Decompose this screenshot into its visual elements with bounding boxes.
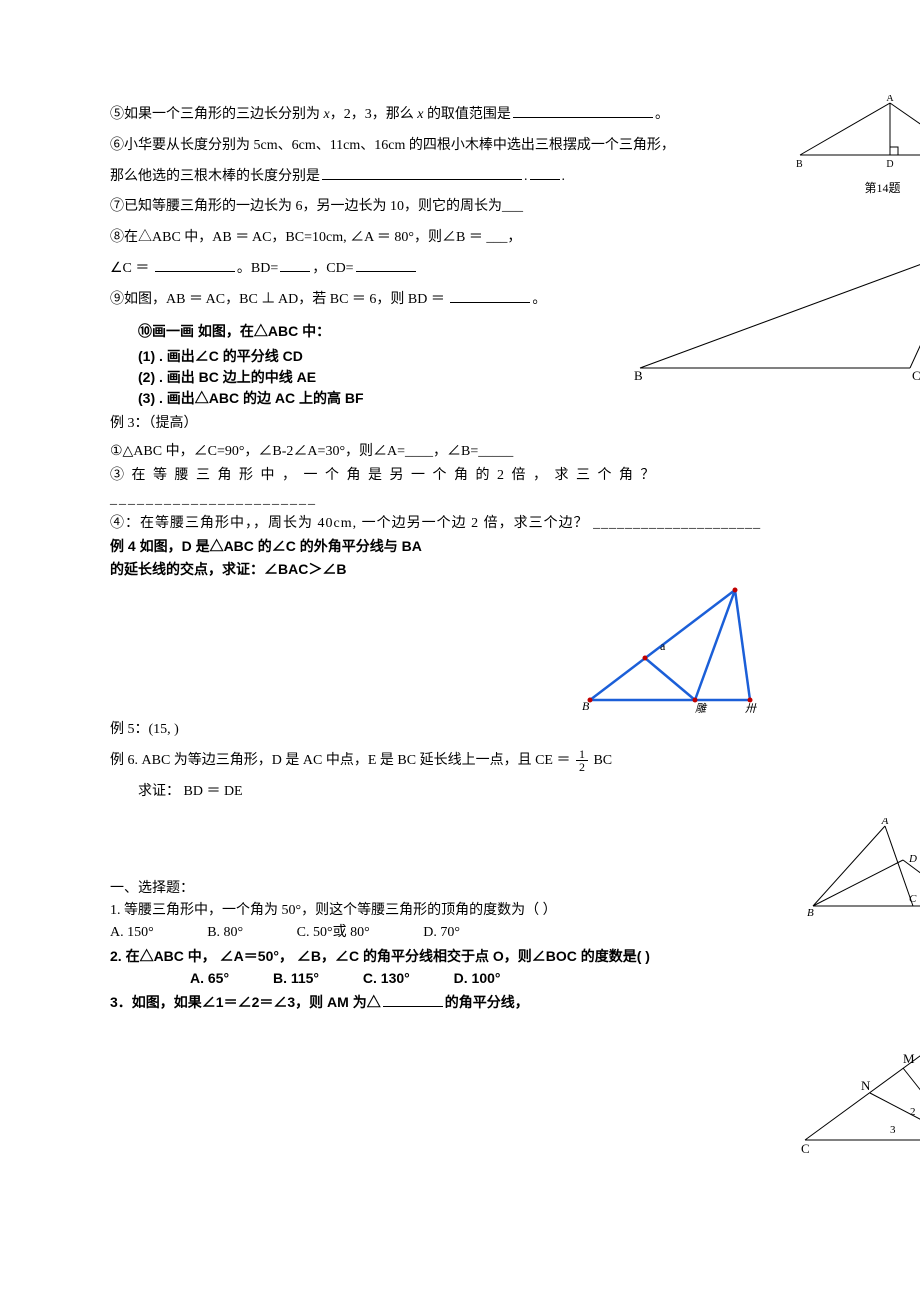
text: BC xyxy=(593,753,612,768)
opt-d: D. 100° xyxy=(454,967,501,989)
svg-text:C: C xyxy=(801,1141,810,1155)
svg-text:a: a xyxy=(660,639,666,653)
item-10-title: ⑩画一画 如图，在△ABC 中： xyxy=(110,316,810,347)
blank xyxy=(322,165,522,180)
triangle-bdce-icon: A D B C E xyxy=(805,818,920,918)
figure-angles: B M N C A 1 2 3 xyxy=(795,1035,920,1155)
text: ∠C ＝ xyxy=(110,261,153,276)
opt-c: C. 50°或 80° xyxy=(297,922,370,944)
frac-den: 2 xyxy=(576,761,588,773)
q1-options: A. 150° B. 80° C. 50°或 80° D. 70° xyxy=(110,922,810,944)
opt-c: C. 130° xyxy=(363,967,410,989)
svg-text:3: 3 xyxy=(890,1124,896,1136)
ex3-q4: ④：在等腰三角形中，，周长为 40cm, 一个边另一个边 2 倍，求三个边？ _… xyxy=(110,512,810,536)
opt-a: A. 65° xyxy=(190,967,229,989)
svg-text:C: C xyxy=(909,893,917,905)
blank xyxy=(280,257,310,272)
q2-options: A. 65° B. 115° C. 130° D. 100° xyxy=(110,967,810,989)
figure-blue-wrap: a B 雕 卅 xyxy=(110,580,810,715)
section-heading: 一、选择题： xyxy=(110,878,810,900)
item-10-sub2: (2) . 画出 BC 边上的中线 AE xyxy=(110,367,810,388)
blank xyxy=(155,257,235,272)
text: 的取值范围是 xyxy=(423,107,511,122)
ex4-l2: 的延长线的交点，求证：∠BAC＞∠B xyxy=(110,558,810,580)
q3: 3．如图，如果∠1＝∠2＝∠3，则 AM 为△ 的角平分线， xyxy=(110,989,810,1016)
blank xyxy=(450,288,530,303)
text: ，2，3，那么 xyxy=(330,107,418,122)
svg-text:C: C xyxy=(912,368,920,383)
text: ⑥小华要从长度分别为 5cm、6cm、11cm、16cm 的四根小木棒中选出三根… xyxy=(110,138,675,153)
svg-text:A: A xyxy=(881,818,889,827)
text: 3．如图，如果∠1＝∠2＝∠3，则 AM 为△ xyxy=(110,994,381,1010)
q1-stem: 1. 等腰三角形中，一个角为 50°，则这个等腰三角形的顶角的度数为（ ） xyxy=(110,900,810,922)
svg-text:D: D xyxy=(908,853,917,865)
ex4-l1: 例 4 如图，D 是△ABC 的∠C 的外角平分线与 BA xyxy=(110,535,810,557)
fraction-half: 1 2 xyxy=(576,748,588,773)
blank xyxy=(383,992,443,1007)
svg-text:雕: 雕 xyxy=(695,702,708,715)
ex3-q1: ①△ABC 中，∠C=90°，∠B-2∠A=30°，则∠A=____，∠B=__… xyxy=(110,440,810,464)
document-page: ⑤如果一个三角形的三边长分别为 x，2，3，那么 x 的取值范围是。 ⑥小华要从… xyxy=(0,0,920,1076)
opt-d: D. 70° xyxy=(423,922,460,944)
ex5: 例 5：(15, ) xyxy=(110,715,810,746)
ex3-head: 例 3：（提高） xyxy=(110,409,810,440)
text: 。 xyxy=(532,292,546,307)
item-6-l1: ⑥小华要从长度分别为 5cm、6cm、11cm、16cm 的四根小木棒中选出三根… xyxy=(110,131,810,162)
figure-blue-triangle-icon: a B 雕 卅 xyxy=(580,580,780,715)
item-10-sub3: (3) . 画出△ABC 的边 AC 上的高 BF xyxy=(110,388,810,409)
svg-text:卅: 卅 xyxy=(745,703,757,715)
spacer xyxy=(110,808,810,878)
opt-b: B. 80° xyxy=(207,922,243,944)
item-6-l2: 那么他选的三根木棒的长度分别是.. xyxy=(110,162,810,193)
text: ⑤如果一个三角形的三边长分别为 xyxy=(110,107,324,122)
text: 例 6. ABC 为等边三角形，D 是 AC 中点，E 是 BC 延长线上一点，… xyxy=(110,753,574,768)
text: 。 xyxy=(655,107,669,122)
ex6-l1: 例 6. ABC 为等边三角形，D 是 AC 中点，E 是 BC 延长线上一点，… xyxy=(110,746,810,777)
svg-text:D: D xyxy=(886,159,893,170)
blank xyxy=(513,103,653,118)
svg-text:B: B xyxy=(582,699,590,713)
q2-stem: 2. 在△ABC 中， ∠A＝50°， ∠B，∠C 的角平分线相交于点 O，则∠… xyxy=(110,945,810,967)
blank xyxy=(530,165,560,180)
svg-text:2: 2 xyxy=(910,1106,916,1118)
opt-a: A. 150° xyxy=(110,922,154,944)
ex6-l2: 求证： BD ＝ DE xyxy=(110,777,810,808)
opt-b: B. 115° xyxy=(273,967,319,989)
item-5: ⑤如果一个三角形的三边长分别为 x，2，3，那么 x 的取值范围是。 xyxy=(110,100,810,131)
angles-triangle-icon: B M N C A 1 2 3 xyxy=(795,1035,920,1155)
text: 那么他选的三根木棒的长度分别是 xyxy=(110,169,320,184)
ex3-q3: ③ 在 等 腰 三 角 形 中 ， 一 个 角 是 另 一 个 角 的 2 倍 … xyxy=(110,464,810,512)
item-7: ⑦已知等腰三角形的一边长为 6，另一边长为 10，则它的周长为___ xyxy=(110,192,810,223)
text: 的角平分线， xyxy=(445,994,529,1010)
item-10-sub1: (1) . 画出∠C 的平分线 CD xyxy=(110,346,810,367)
svg-text:N: N xyxy=(861,1078,871,1093)
blank xyxy=(356,257,416,272)
svg-text:M: M xyxy=(903,1051,915,1066)
figure-bdce: A D B C E xyxy=(805,818,920,918)
svg-text:A: A xyxy=(886,95,894,104)
text: ，CD= xyxy=(312,261,353,276)
text: . xyxy=(562,169,566,184)
text: 。BD= xyxy=(237,261,278,276)
text: ⑨如图，AB ＝ AC，BC ⊥ AD，若 BC ＝ 6，则 BD ＝ xyxy=(110,292,448,307)
